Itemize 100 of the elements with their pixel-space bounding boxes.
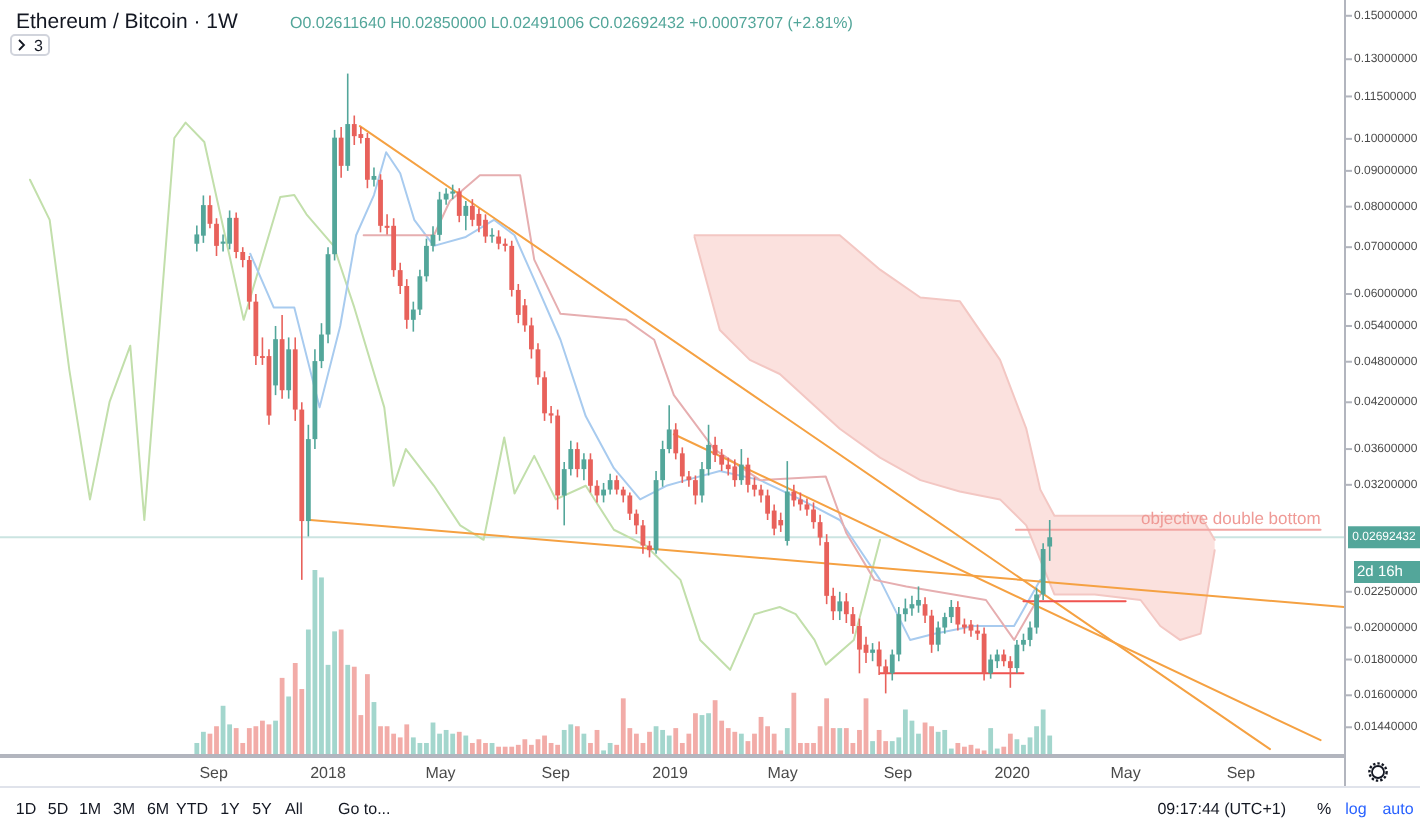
candlestick: [496, 229, 502, 251]
x-tick-label: Sep: [199, 764, 230, 782]
candlestick: [994, 648, 1000, 669]
bar: [712, 700, 718, 756]
bar: [620, 698, 626, 756]
candlestick: [338, 126, 344, 179]
candlestick: [489, 227, 495, 244]
annotation: objective double bottom: [1141, 507, 1321, 528]
candlestick: [837, 590, 843, 621]
candlestick: [771, 503, 777, 537]
text: 3M: [112, 800, 136, 818]
bar: [725, 728, 731, 756]
bar: [942, 729, 948, 756]
bar: [633, 733, 639, 756]
text: O0.02611640 H0.02850000 L0.02491006 C0.02692432 +0.00073707 (+2.81%): [290, 14, 854, 32]
x-tick-label: May: [425, 764, 456, 782]
candlestick: [463, 200, 469, 232]
candlestick: [345, 72, 351, 172]
bar: [522, 739, 528, 756]
bar: [456, 731, 462, 756]
candlestick: [200, 194, 206, 244]
candlestick: [227, 209, 233, 251]
bar: [279, 677, 285, 756]
text: Ethereum / Bitcoin · 1W: [16, 10, 238, 34]
bar: [843, 728, 849, 756]
candlestick: [988, 653, 994, 680]
bar: [870, 741, 875, 756]
bar: [404, 724, 410, 756]
bar: [365, 674, 370, 756]
text: 6M: [146, 800, 170, 818]
candlestick: [351, 114, 357, 146]
bar: [738, 733, 744, 756]
bar: [246, 728, 252, 756]
candlestick: [273, 325, 278, 396]
bar: [463, 735, 469, 756]
annotation: 3: [34, 37, 44, 55]
bar: [378, 726, 383, 756]
bar: [1007, 733, 1013, 756]
line-series: [28, 121, 882, 671]
text: All: [285, 800, 304, 818]
bar: [450, 733, 456, 756]
text: auto: [1382, 800, 1415, 818]
candlestick: [935, 620, 941, 652]
text: log: [1345, 800, 1367, 818]
candlestick: [791, 484, 797, 508]
bar: [351, 666, 357, 756]
bar: [988, 728, 994, 756]
x-tick-label: Sep: [1226, 764, 1257, 782]
bar: [561, 729, 567, 756]
candlestick: [1007, 655, 1013, 689]
bar: [706, 713, 711, 756]
bar: [929, 726, 935, 756]
bar: [338, 629, 344, 756]
bar: [443, 729, 449, 756]
candlestick: [365, 132, 370, 190]
candlestick: [738, 448, 744, 486]
bar: [214, 726, 219, 756]
candlestick: [378, 173, 383, 234]
bar: [542, 735, 547, 756]
x-tick-label: May: [1110, 764, 1141, 782]
bar: [732, 731, 738, 756]
bar: [286, 696, 292, 756]
text: 5Y: [252, 800, 274, 818]
bar: [647, 731, 652, 756]
text: %: [1316, 800, 1332, 818]
text: 1M: [78, 800, 102, 818]
bar: [673, 728, 679, 756]
candlestick: [981, 626, 987, 682]
bar: [345, 664, 351, 756]
bar: [233, 728, 239, 756]
bar: [902, 709, 908, 756]
candlestick: [574, 441, 580, 479]
bar: [260, 720, 265, 756]
bar: [771, 733, 777, 756]
text: 1Y: [220, 800, 242, 818]
bar: [568, 724, 574, 756]
x-tick-label: 2018: [310, 764, 347, 782]
bar: [1040, 709, 1046, 756]
bar: [574, 726, 580, 756]
candlestick: [469, 198, 475, 228]
bar: [660, 729, 666, 756]
bar: [889, 741, 895, 756]
bar: [292, 663, 298, 756]
text: 09:17:44 (UTC+1): [1157, 800, 1287, 818]
bar: [319, 577, 324, 756]
candlestick: [627, 491, 633, 521]
candlestick: [233, 211, 239, 260]
text: YTD: [176, 800, 209, 818]
bar: [200, 731, 206, 756]
bar: [837, 728, 843, 756]
candlestick: [712, 435, 718, 463]
candlestick: [614, 474, 620, 496]
candlestick: [588, 452, 593, 494]
bar: [253, 726, 259, 756]
candlestick: [870, 642, 875, 663]
bar: [935, 731, 941, 756]
text: 5D: [47, 800, 69, 818]
x-tick-label: 2020: [994, 764, 1032, 782]
bar: [332, 631, 337, 756]
x-tick-label: Sep: [883, 764, 914, 782]
